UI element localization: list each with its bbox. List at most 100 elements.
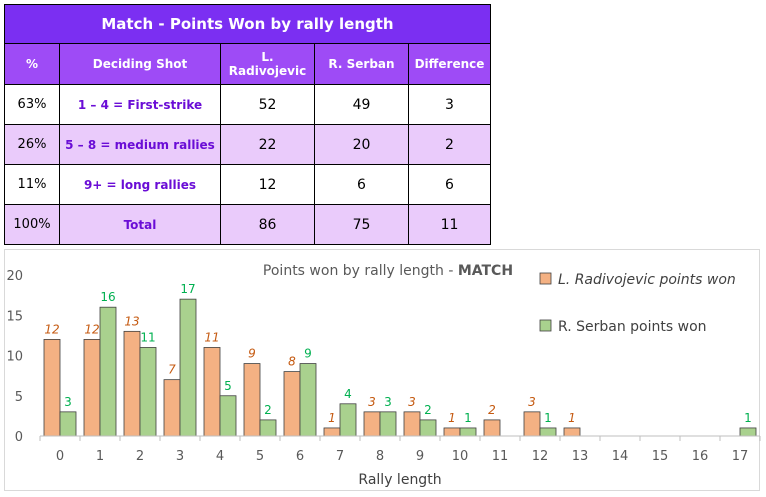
data-label-serban: 11 (140, 330, 155, 344)
data-label-radivojevic: 3 (368, 395, 376, 409)
x-tick-label: 11 (492, 449, 509, 464)
data-label-serban: 1 (464, 411, 472, 425)
x-tick-label: 1 (96, 449, 104, 464)
bar-serban (379, 411, 397, 437)
row-percent: 63% (4, 84, 60, 125)
bar-serban (299, 363, 317, 437)
bar-serban (739, 427, 757, 437)
data-label-serban: 16 (100, 290, 115, 304)
x-tick-label: 5 (256, 449, 264, 464)
bar-radivojevic (163, 379, 181, 437)
bar-serban (539, 427, 557, 437)
header-percent: % (4, 43, 60, 85)
legend-label-serban: R. Serban points won (558, 319, 707, 335)
row-player2-points: 49 (314, 84, 409, 125)
bar-serban (99, 306, 117, 437)
row-player1-points: 52 (220, 84, 315, 125)
bar-radivojevic (283, 371, 301, 437)
data-label-radivojevic: 9 (248, 347, 256, 361)
x-tick-label: 9 (416, 449, 424, 464)
row-player1-points: 86 (220, 204, 315, 245)
x-tick-label: 8 (376, 449, 384, 464)
chart-title-main: Points won by rally length - (263, 263, 458, 279)
data-label-radivojevic: 12 (84, 322, 99, 336)
chart-title-bold: MATCH (458, 263, 513, 279)
data-label-serban: 5 (224, 379, 232, 393)
table-row: 63% 1 – 4 = First-strike 52 49 3 (4, 84, 491, 125)
x-tick-label: 6 (296, 449, 304, 464)
rally-length-chart: Points won by rally length - MATCH 0 5 10 1… (6, 263, 761, 488)
row-percent: 26% (4, 124, 60, 165)
row-percent: 11% (4, 164, 60, 205)
bar-radivojevic (523, 411, 541, 437)
row-player2-points: 6 (314, 164, 409, 205)
chart-container: Points won by rally length - MATCH 0 5 10 1… (4, 249, 761, 491)
legend-swatch-radivojevic (539, 272, 552, 285)
row-player1-points: 12 (220, 164, 315, 205)
bar-radivojevic (323, 427, 341, 437)
row-deciding-shot: 5 – 8 = medium rallies (59, 124, 221, 165)
data-label-serban: 9 (304, 347, 312, 361)
table-row: 11% 9+ = long rallies 12 6 6 (4, 164, 491, 205)
bar-serban (139, 347, 157, 437)
bar-serban (259, 419, 277, 437)
bar-radivojevic (203, 347, 221, 437)
x-tick-label: 13 (572, 449, 589, 464)
data-label-radivojevic: 1 (568, 411, 576, 425)
data-label-radivojevic: 7 (168, 363, 176, 377)
bar-radivojevic (83, 339, 101, 437)
row-difference: 6 (408, 164, 491, 205)
x-tick-label: 10 (452, 449, 469, 464)
row-deciding-shot: 9+ = long rallies (59, 164, 221, 205)
x-tick-label: 14 (612, 449, 629, 464)
data-label-serban: 2 (264, 403, 272, 417)
x-tick-label: 0 (56, 449, 64, 464)
data-label-serban: 2 (424, 403, 432, 417)
y-axis: 0 5 10 15 20 (6, 269, 23, 445)
data-label-radivojevic: 12 (44, 322, 59, 336)
x-tick-label: 7 (336, 449, 344, 464)
y-tick-label: 5 (15, 390, 23, 405)
data-label-radivojevic: 3 (408, 395, 416, 409)
legend-swatch-serban (539, 319, 552, 332)
x-tick-label: 15 (652, 449, 669, 464)
data-label-radivojevic: 1 (328, 411, 336, 425)
bar-serban (179, 298, 197, 437)
bar-radivojevic (443, 427, 461, 437)
header-player2: R. Serban (314, 43, 409, 85)
bar-serban (459, 427, 477, 437)
data-label-radivojevic: 11 (204, 330, 219, 344)
bar-radivojevic (403, 411, 421, 437)
chart-legend: L. Radivojevic points won R. Serban poin… (539, 272, 736, 335)
table-row: 26% 5 – 8 = medium rallies 22 20 2 (4, 124, 491, 165)
y-tick-label: 15 (6, 309, 23, 324)
y-tick-label: 20 (6, 269, 23, 284)
table-header-row: % Deciding Shot L. Radivojevic R. Serban… (4, 43, 491, 85)
x-tick-label: 2 (136, 449, 144, 464)
bar-radivojevic (363, 411, 381, 437)
data-label-serban: 17 (180, 282, 195, 296)
row-difference: 11 (408, 204, 491, 245)
data-label-radivojevic: 13 (124, 314, 139, 328)
bar-radivojevic (43, 339, 61, 437)
row-player2-points: 20 (314, 124, 409, 165)
legend-label-radivojevic: L. Radivojevic points won (558, 272, 736, 288)
y-tick-label: 10 (6, 350, 23, 365)
data-label-radivojevic: 2 (488, 403, 496, 417)
data-label-serban: 1 (544, 411, 552, 425)
points-table: Match - Points Won by rally length % Dec… (4, 4, 491, 245)
data-label-serban: 3 (64, 395, 72, 409)
bar-serban (339, 403, 357, 437)
chart-title: Points won by rally length - MATCH (263, 263, 513, 279)
data-label-serban: 4 (344, 387, 352, 401)
bar-serban (59, 411, 77, 437)
header-difference: Difference (408, 43, 491, 85)
x-tick-label: 16 (692, 449, 709, 464)
row-difference: 2 (408, 124, 491, 165)
bar-serban (419, 419, 437, 437)
row-percent: 100% (4, 204, 60, 245)
table-row: 100% Total 86 75 11 (4, 204, 491, 245)
x-tick-label: 17 (732, 449, 749, 464)
header-deciding-shot: Deciding Shot (59, 43, 221, 85)
